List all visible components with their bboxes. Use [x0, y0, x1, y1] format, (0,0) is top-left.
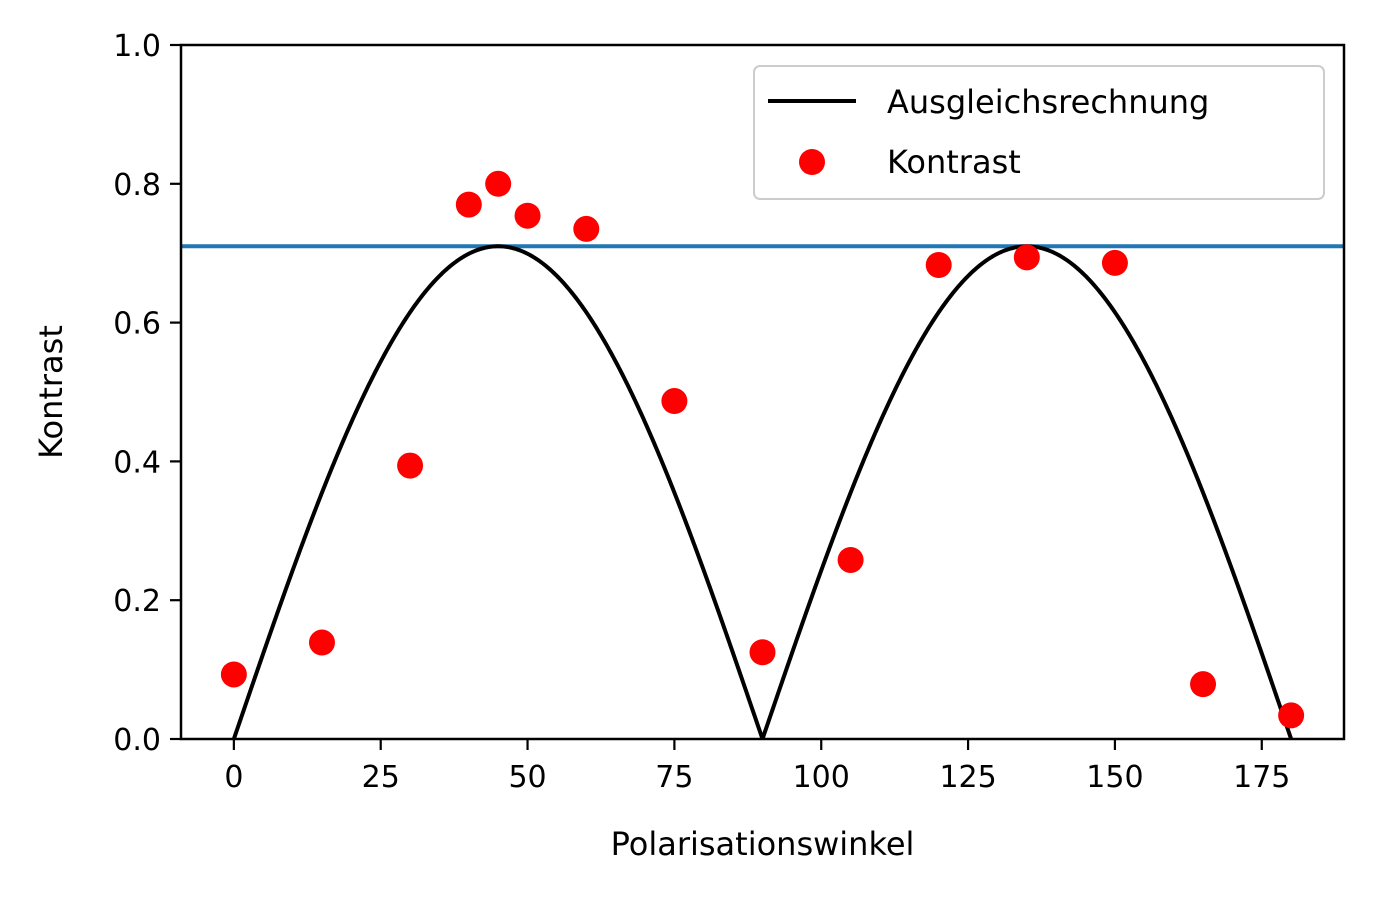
y-tick-label: 0.4 — [113, 445, 161, 480]
data-point — [220, 661, 247, 688]
y-tick-label: 0.2 — [113, 584, 161, 619]
fit-curve-line — [231, 244, 1294, 739]
axes: 0 25 50 75 100 125 150 175 0.0 0.2 0.4 0.6 0.8 1.0 — [113, 29, 1346, 795]
plot-frame — [179, 43, 1346, 741]
data-point — [1278, 702, 1305, 729]
x-tick-label: 50 — [508, 760, 546, 795]
data-point — [837, 546, 864, 573]
data-point — [1013, 244, 1040, 271]
data-point — [1190, 671, 1217, 698]
x-tick-label: 150 — [1086, 760, 1143, 795]
y-tick-label: 0.0 — [113, 723, 161, 758]
data-point — [1101, 249, 1128, 276]
data-point — [925, 251, 952, 278]
data-point — [455, 191, 482, 218]
data-point — [514, 202, 541, 229]
legend-box — [753, 65, 1325, 200]
x-tick-label: 125 — [939, 760, 996, 795]
data-point — [308, 629, 335, 656]
data-point — [749, 639, 776, 666]
plot-data — [181, 170, 1344, 739]
x-axis-label: Polarisationswinkel — [611, 825, 915, 863]
legend-marker-swatch — [799, 149, 825, 175]
y-axis-label: Kontrast — [32, 325, 70, 459]
x-tick-label: 0 — [224, 760, 243, 795]
legend-label-data: Kontrast — [887, 143, 1021, 181]
data-point — [573, 215, 600, 242]
y-tick-label: 1.0 — [113, 29, 161, 64]
x-tick-label: 175 — [1233, 760, 1290, 795]
x-tick-label: 75 — [655, 760, 693, 795]
plot-clip-group — [181, 244, 1344, 739]
x-tick-label: 100 — [793, 760, 850, 795]
x-tick-label: 25 — [362, 760, 400, 795]
data-point — [661, 388, 688, 415]
y-tick-label: 0.6 — [113, 307, 161, 342]
legend-label-fit: Ausgleichsrechnung — [887, 83, 1209, 121]
y-tick-label: 0.8 — [113, 168, 161, 203]
legend: Ausgleichsrechnung Kontrast — [753, 65, 1325, 200]
data-point — [397, 452, 424, 479]
data-point — [485, 170, 512, 197]
